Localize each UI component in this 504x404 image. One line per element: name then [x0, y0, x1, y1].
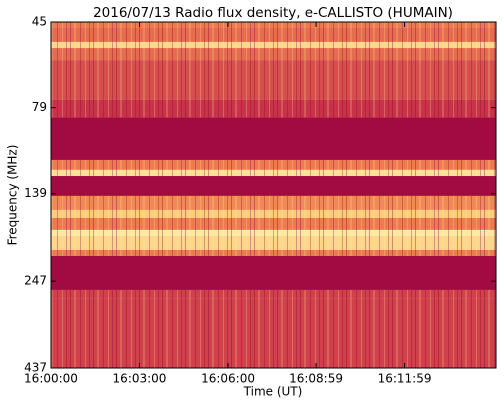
texture — [51, 236, 496, 250]
texture — [51, 60, 496, 100]
x-axis-label: Time (UT) — [243, 385, 303, 399]
y-tick-label: 139 — [24, 186, 47, 200]
texture — [51, 159, 496, 170]
y-tick-label: 79 — [32, 100, 47, 114]
texture — [51, 217, 496, 230]
x-tick-label: 16:08:59 — [289, 372, 343, 386]
texture — [51, 229, 496, 237]
texture — [51, 195, 496, 210]
plot-area — [51, 22, 496, 368]
texture — [51, 169, 496, 177]
y-axis-label: Frequency (MHz) — [6, 145, 20, 246]
chart-title: 2016/07/13 Radio flux density, e-CALLIST… — [93, 5, 453, 21]
texture — [51, 249, 496, 256]
band — [51, 117, 496, 160]
texture — [51, 48, 496, 61]
y-tick-label: 437 — [24, 361, 47, 375]
band — [51, 176, 496, 196]
x-tick-label: 16:11:59 — [378, 372, 432, 386]
x-tick-label: 16:00:00 — [24, 372, 78, 386]
texture — [51, 22, 496, 28]
texture — [51, 298, 496, 368]
y-tick-label: 247 — [24, 274, 47, 288]
texture — [51, 27, 496, 42]
texture — [51, 209, 496, 218]
y-tick-label: 45 — [32, 15, 47, 29]
band — [51, 255, 496, 290]
plot-frame — [50, 21, 497, 369]
texture — [51, 289, 496, 299]
x-tick-label: 16:03:00 — [113, 372, 167, 386]
texture — [51, 41, 496, 49]
texture — [51, 99, 496, 118]
x-tick-label: 16:06:00 — [201, 372, 255, 386]
